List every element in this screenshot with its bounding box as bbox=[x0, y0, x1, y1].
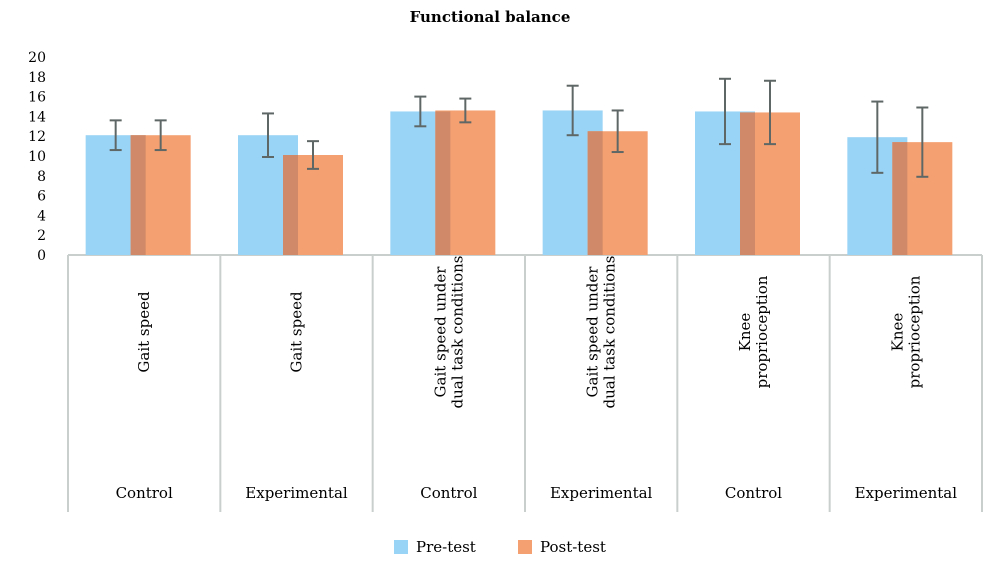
y-tick-label: 14 bbox=[28, 109, 46, 125]
group-label: Experimental bbox=[245, 484, 348, 502]
y-tick-label: 18 bbox=[28, 70, 46, 86]
group-label: Experimental bbox=[550, 484, 653, 502]
y-tick-label: 12 bbox=[28, 129, 46, 145]
bar-overlap bbox=[283, 155, 298, 255]
bar-layer bbox=[85, 110, 953, 256]
bar-overlap bbox=[435, 111, 451, 255]
group-label: Control bbox=[420, 484, 477, 502]
bar-overlap bbox=[587, 131, 603, 255]
legend-label-post-test: Post-test bbox=[540, 538, 606, 556]
category-label-line: Knee bbox=[888, 313, 906, 352]
y-tick-label: 4 bbox=[37, 208, 46, 224]
category-label-line: dual task conditions bbox=[448, 255, 466, 408]
bar-overlap bbox=[892, 142, 908, 255]
y-tick-label: 6 bbox=[37, 189, 46, 205]
y-tick-label: 16 bbox=[28, 90, 46, 106]
y-tick-label: 0 bbox=[37, 248, 46, 264]
y-tick-label: 20 bbox=[28, 50, 46, 66]
legend-swatch-pre-test bbox=[394, 540, 408, 554]
category-labels: Gait speed Control Gait speed Experimental G… bbox=[116, 255, 958, 502]
category-label: Gait speed bbox=[288, 291, 306, 373]
axis-layer: 0 2 4 6 8 10 12 14 16 18 20 bbox=[28, 50, 983, 512]
legend: Pre-test Post-test bbox=[394, 538, 606, 556]
y-tick-label: 10 bbox=[28, 149, 46, 165]
group-label: Control bbox=[725, 484, 782, 502]
category-label-line: proprioception bbox=[905, 275, 923, 388]
category-label-line: Gait speed under bbox=[431, 266, 449, 398]
category-label: Gait speed underdual task conditions bbox=[431, 255, 466, 408]
legend-label-pre-test: Pre-test bbox=[416, 538, 476, 556]
errorbar-layer bbox=[109, 77, 929, 178]
group-label: Control bbox=[116, 484, 173, 502]
category-label-line: dual task conditions bbox=[601, 255, 619, 408]
category-label-line: Knee bbox=[736, 313, 754, 352]
category-label: Kneeproprioception bbox=[888, 275, 923, 388]
category-label: Kneeproprioception bbox=[736, 275, 771, 388]
bar-overlap bbox=[130, 135, 146, 255]
category-label-line: Gait speed under bbox=[584, 266, 602, 398]
chart-title: Functional balance bbox=[410, 8, 571, 26]
category-label: Gait speed bbox=[135, 291, 153, 373]
y-tick-label: 2 bbox=[37, 228, 46, 244]
y-tick-label: 8 bbox=[37, 169, 46, 185]
category-label-line: Gait speed bbox=[288, 291, 306, 373]
category-label-line: proprioception bbox=[753, 275, 771, 388]
category-label-line: Gait speed bbox=[135, 291, 153, 373]
bar-overlap bbox=[740, 112, 755, 255]
category-label: Gait speed underdual task conditions bbox=[584, 255, 619, 408]
legend-swatch-post-test bbox=[518, 540, 532, 554]
group-label: Experimental bbox=[855, 484, 958, 502]
